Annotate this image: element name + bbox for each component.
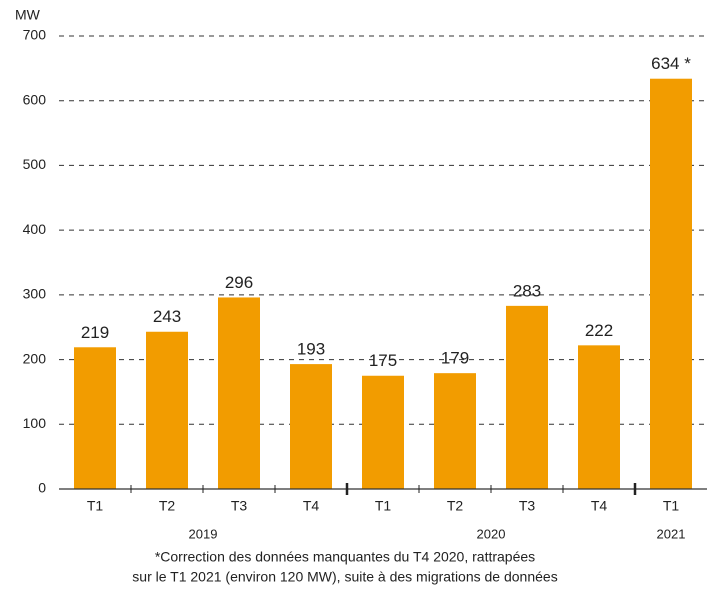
data-label: 222: [585, 321, 613, 340]
data-label: 296: [225, 273, 253, 292]
y-tick-label: 200: [23, 350, 47, 366]
y-tick-label: 300: [23, 286, 47, 302]
data-label: 193: [297, 340, 325, 359]
x-tick-label: T2: [447, 498, 464, 514]
y-tick-label: 0: [38, 480, 46, 496]
footnote: *Correction des données manquantes du T4…: [155, 549, 535, 565]
x-tick-label: T2: [159, 498, 176, 514]
data-label: 634 *: [651, 54, 691, 73]
bar: [218, 297, 260, 489]
y-axis-label: MW: [15, 7, 41, 23]
bar: [434, 373, 476, 489]
group-label: 2021: [657, 526, 686, 541]
data-label: 175: [369, 351, 397, 370]
x-tick-label: T4: [303, 498, 320, 514]
data-label: 179: [441, 349, 469, 368]
group-label: 2020: [477, 526, 506, 541]
y-tick-label: 700: [23, 27, 47, 43]
data-label: 243: [153, 307, 181, 326]
data-label: 283: [513, 281, 541, 300]
bar: [290, 364, 332, 489]
bar: [578, 345, 620, 489]
x-tick-label: T1: [663, 498, 680, 514]
y-tick-label: 400: [23, 221, 47, 237]
bar: [506, 305, 548, 489]
group-label: 2019: [189, 526, 218, 541]
bar: [74, 347, 116, 489]
x-tick-label: T1: [375, 498, 392, 514]
data-label: 219: [81, 323, 109, 342]
x-tick-label: T4: [591, 498, 608, 514]
footnote: sur le T1 2021 (environ 120 MW), suite à…: [132, 569, 557, 585]
y-tick-label: 100: [23, 415, 47, 431]
bar: [362, 375, 404, 489]
x-tick-label: T3: [519, 498, 536, 514]
x-tick-label: T3: [231, 498, 248, 514]
bar: [650, 78, 692, 489]
y-tick-label: 600: [23, 91, 47, 107]
bar: [146, 331, 188, 489]
y-tick-label: 500: [23, 156, 47, 172]
x-tick-label: T1: [87, 498, 104, 514]
